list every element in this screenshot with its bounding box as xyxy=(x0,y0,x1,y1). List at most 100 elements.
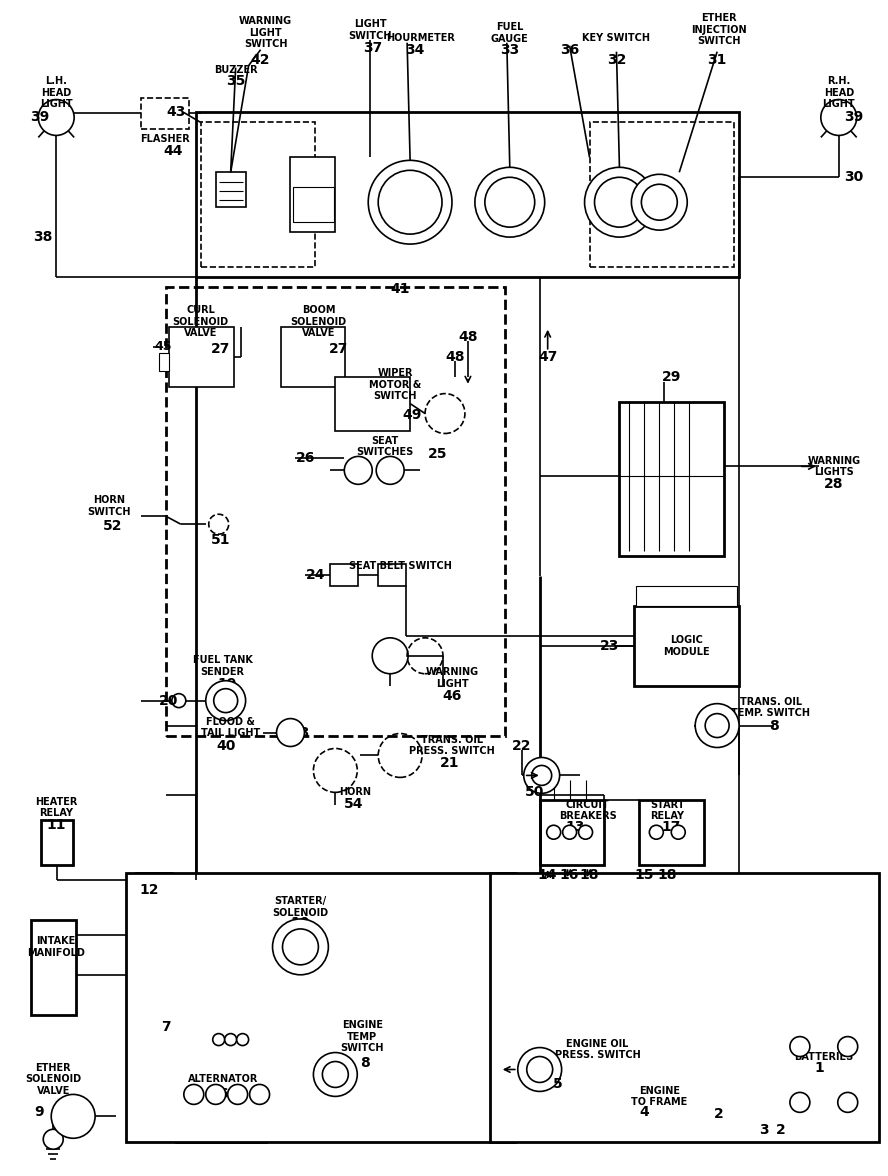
Text: 36: 36 xyxy=(560,42,579,56)
Text: 19: 19 xyxy=(217,676,236,690)
Circle shape xyxy=(790,1036,810,1056)
Text: 53: 53 xyxy=(290,726,310,740)
Text: BATTERIES: BATTERIES xyxy=(794,1051,853,1062)
Bar xyxy=(540,801,605,866)
Text: 12: 12 xyxy=(139,883,159,897)
Text: START
RELAY: START RELAY xyxy=(650,800,685,821)
Bar xyxy=(781,1028,819,1120)
Text: 10: 10 xyxy=(290,916,310,930)
Circle shape xyxy=(821,100,857,135)
Text: STARTER/
SOLENOID: STARTER/ SOLENOID xyxy=(273,896,329,917)
Bar xyxy=(195,113,739,278)
Bar xyxy=(169,327,234,387)
Text: TRANS. OIL
TEMP. SWITCH: TRANS. OIL TEMP. SWITCH xyxy=(732,697,811,719)
Text: ENGINE OIL
PRESS. SWITCH: ENGINE OIL PRESS. SWITCH xyxy=(555,1038,640,1061)
Bar xyxy=(159,353,169,370)
Bar xyxy=(216,173,246,207)
Text: 50: 50 xyxy=(525,786,544,800)
Text: 24: 24 xyxy=(305,568,325,582)
Circle shape xyxy=(547,826,560,840)
Circle shape xyxy=(273,918,329,975)
Text: 11: 11 xyxy=(46,818,66,833)
Bar xyxy=(290,158,336,232)
Text: 44: 44 xyxy=(163,145,183,159)
Text: 17: 17 xyxy=(662,820,681,834)
Text: 14: 14 xyxy=(538,868,558,882)
Circle shape xyxy=(579,826,592,840)
Text: 8: 8 xyxy=(769,719,779,733)
Text: WIPER
MOTOR &
SWITCH: WIPER MOTOR & SWITCH xyxy=(369,368,421,401)
Text: 5: 5 xyxy=(552,1077,562,1091)
Circle shape xyxy=(527,1056,552,1082)
Text: ENGINE
TEMP
SWITCH: ENGINE TEMP SWITCH xyxy=(340,1020,384,1054)
Text: HORN
SWITCH: HORN SWITCH xyxy=(87,495,131,517)
Bar xyxy=(634,606,739,686)
Text: 8: 8 xyxy=(361,1056,370,1069)
Text: R.H.
HEAD
LIGHT: R.H. HEAD LIGHT xyxy=(822,76,855,109)
Text: 54: 54 xyxy=(344,797,363,811)
Circle shape xyxy=(837,1036,858,1056)
Text: 48: 48 xyxy=(445,349,464,363)
Text: 31: 31 xyxy=(708,53,727,67)
Text: ETHER
SOLENOID
VALVE: ETHER SOLENOID VALVE xyxy=(25,1063,82,1096)
Text: 35: 35 xyxy=(226,74,245,87)
Text: WARNING
LIGHTS: WARNING LIGHTS xyxy=(807,455,860,477)
Circle shape xyxy=(213,1034,225,1045)
Circle shape xyxy=(236,1034,249,1045)
Text: 6: 6 xyxy=(218,1088,227,1102)
Text: 39: 39 xyxy=(844,111,863,125)
Circle shape xyxy=(378,171,442,234)
Bar xyxy=(330,564,358,586)
Text: 20: 20 xyxy=(159,694,178,708)
Bar xyxy=(378,564,406,586)
Text: LOGIC
MODULE: LOGIC MODULE xyxy=(663,635,710,656)
Circle shape xyxy=(475,167,544,238)
Text: 25: 25 xyxy=(428,447,448,461)
Text: 42: 42 xyxy=(250,53,270,67)
Circle shape xyxy=(524,757,559,794)
Text: HORN: HORN xyxy=(339,788,371,797)
Circle shape xyxy=(837,1093,858,1112)
Text: ETHER
INJECTION
SWITCH: ETHER INJECTION SWITCH xyxy=(692,13,747,46)
Circle shape xyxy=(206,681,246,721)
Bar xyxy=(176,1033,266,1142)
Text: 2: 2 xyxy=(714,1108,724,1122)
Text: HEATER
RELAY: HEATER RELAY xyxy=(35,796,77,818)
Text: CURL
SOLENOID
VALVE: CURL SOLENOID VALVE xyxy=(172,306,229,339)
Bar xyxy=(590,122,734,267)
Bar xyxy=(637,586,737,606)
Circle shape xyxy=(369,160,452,245)
Circle shape xyxy=(485,178,535,227)
Circle shape xyxy=(563,826,576,840)
Text: 47: 47 xyxy=(538,349,558,363)
Text: 16: 16 xyxy=(560,868,579,882)
Bar xyxy=(293,187,335,222)
Text: 4: 4 xyxy=(639,1105,649,1120)
Text: 39: 39 xyxy=(29,111,49,125)
Circle shape xyxy=(206,1084,226,1104)
Text: 38: 38 xyxy=(34,230,53,245)
Text: 13: 13 xyxy=(566,820,585,834)
Text: 28: 28 xyxy=(824,477,844,492)
Text: LIGHT
SWITCH: LIGHT SWITCH xyxy=(348,19,392,40)
Text: 34: 34 xyxy=(406,42,424,56)
Circle shape xyxy=(322,1062,348,1088)
Bar xyxy=(166,287,504,735)
Text: 43: 43 xyxy=(166,106,186,120)
Text: CIRCUIT
BREAKERS: CIRCUIT BREAKERS xyxy=(559,800,616,821)
Circle shape xyxy=(790,1093,810,1112)
Circle shape xyxy=(345,456,372,485)
Circle shape xyxy=(532,766,551,786)
Text: BUZZER: BUZZER xyxy=(214,65,258,74)
Bar xyxy=(141,98,189,129)
Text: SEAT
SWITCHES: SEAT SWITCHES xyxy=(357,435,414,457)
Circle shape xyxy=(705,714,729,737)
Text: 21: 21 xyxy=(440,756,460,770)
Text: INTAKE
MANIFOLD: INTAKE MANIFOLD xyxy=(28,936,85,957)
Text: 46: 46 xyxy=(442,689,462,703)
Text: 33: 33 xyxy=(500,42,519,56)
Text: 45: 45 xyxy=(155,340,171,353)
Text: 18: 18 xyxy=(657,868,677,882)
Text: 48: 48 xyxy=(458,329,478,343)
Bar xyxy=(136,873,172,906)
